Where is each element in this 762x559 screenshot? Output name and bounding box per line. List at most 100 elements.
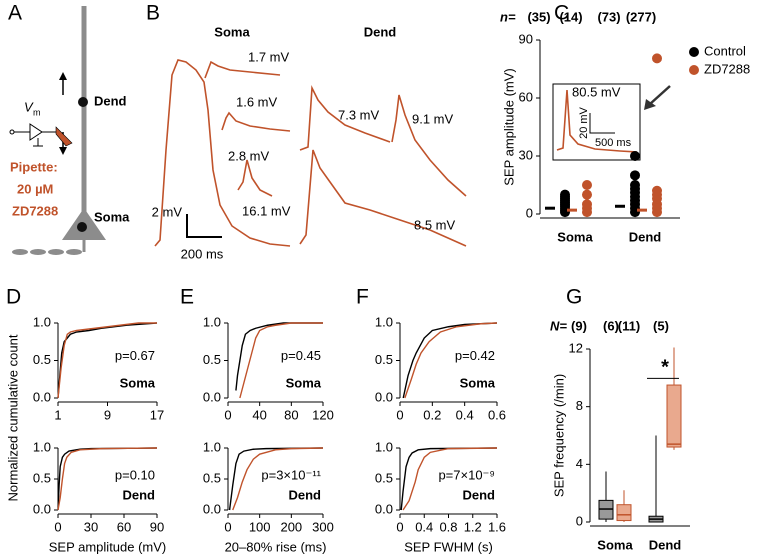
cdf-line [239,322,323,399]
x-axis-label: 20–80% rise (ms) [225,539,327,554]
x-axis-label: SEP amplitude (mV) [49,539,167,554]
x-tick-label: 60 [117,519,131,534]
data-point [630,180,640,190]
cdf-line [400,447,498,511]
inset-trace [556,89,638,153]
x-tick-label: 0 [396,519,403,534]
terminal [9,129,15,135]
axon-myelin [12,249,82,255]
arrow-head [644,99,656,110]
y-tick-label: 1.0 [33,314,51,329]
panel-label: E [180,286,194,309]
x-tick-label: 300 [312,519,334,534]
myelin [66,249,82,255]
y-axis-label: Normalized cumulative count [5,334,20,501]
trace [221,111,291,132]
amplitude-label: 2.8 mV [228,148,270,163]
x-tick-label: 1.2 [464,519,482,534]
location-label: Dend [463,487,496,502]
y-tick-label: 30 [519,147,533,162]
x-tick-label: 0 [224,519,231,534]
cdf-line [404,322,498,399]
trace-panel: Soma Dend 1.7 mV 1.6 mV 2.8 mV 16.1 mV 7… [152,24,467,261]
trace [391,94,467,197]
location-label: Soma [120,375,156,390]
n-count: (14) [559,9,582,24]
neuron-diagram: V m Dend Soma Pipette: 20 µM ZD7288 [9,6,130,255]
x-tick-label: 0.4 [415,519,433,534]
cdf-line [57,322,158,399]
trace [204,60,281,79]
amplitude-label: 1.6 mV [236,94,278,109]
pipette-label: 20 µM [17,181,53,196]
x-tick-label: 80 [284,407,298,422]
x-tick-label: 9 [104,407,111,422]
site-label: Dend [94,93,127,108]
p-value: p=0.42 [455,348,495,363]
n-count: (277) [626,9,656,24]
pipette [55,126,73,147]
legend-label: Control [704,43,746,58]
panel-label: C [554,2,569,25]
y-tick-label: 1.0 [203,314,221,329]
amplitude-label: 9.1 mV [412,111,454,126]
cdf-line [235,322,323,391]
cdf-line [232,447,324,511]
n-label: n= [500,9,516,24]
x-tick-label: Dend [629,229,662,244]
y-tick-label: 90 [519,31,533,46]
site-label: Soma [94,209,130,224]
dend-site [78,97,88,107]
location-label: Soma [460,375,496,390]
cdf-line [402,447,498,511]
trace [154,59,291,247]
cdf-line [57,322,157,399]
trace [299,149,467,247]
y-tick-label: 0 [576,513,583,528]
p-value: p=3×10⁻¹¹ [261,467,321,482]
y-tick-label: 60 [519,89,533,104]
y-tick-label: 4 [576,456,583,471]
myelin [12,249,28,255]
x-tick-label: 0 [396,407,403,422]
y-tick-label: 0.0 [203,389,221,404]
x-tick-label: 40 [252,407,266,422]
soma-site [77,222,87,232]
y-tick-label: 0.0 [375,389,393,404]
y-tick-label: 0.0 [33,501,51,516]
y-axis-label: SEP frequency (/min) [551,374,566,497]
trace [299,85,391,151]
arrow [649,85,671,105]
amplitude-label: 8.5 mV [414,217,456,232]
x-tick-label: 0.2 [423,407,441,422]
n-count: (11) [618,318,640,333]
y-tick-label: 1.0 [375,314,393,329]
x-tick-label: Dend [649,537,682,552]
panel-label: F [356,286,369,309]
y-tick-label: 8 [576,398,583,413]
y-tick-label: 12 [569,340,583,355]
y-tick-label: 0.5 [203,352,221,367]
legend-label: ZD7288 [704,61,750,76]
scale-bar [186,214,222,238]
y-tick-label: 0.5 [375,470,393,485]
scale-bar [589,113,615,134]
x-tick-label: Soma [597,537,633,552]
data-point [630,170,640,181]
n-count: (9) [571,318,587,333]
inset-label: 80.5 mV [572,84,621,99]
arrow-head [59,147,67,155]
y-tick-label: 1.0 [203,439,221,454]
column-header: Dend [364,24,397,39]
x-tick-label: 0.8 [439,519,457,534]
cdf-line [402,322,498,399]
cdf-line [228,447,324,511]
legend-marker [689,47,699,57]
x-tick-label: 1.6 [488,519,506,534]
arrow-head [59,72,67,80]
scale-label: 20 mV [578,106,590,138]
significance-marker: * [661,357,669,379]
n-count: (5) [653,318,669,333]
scale-label: 2 mV [152,204,183,219]
